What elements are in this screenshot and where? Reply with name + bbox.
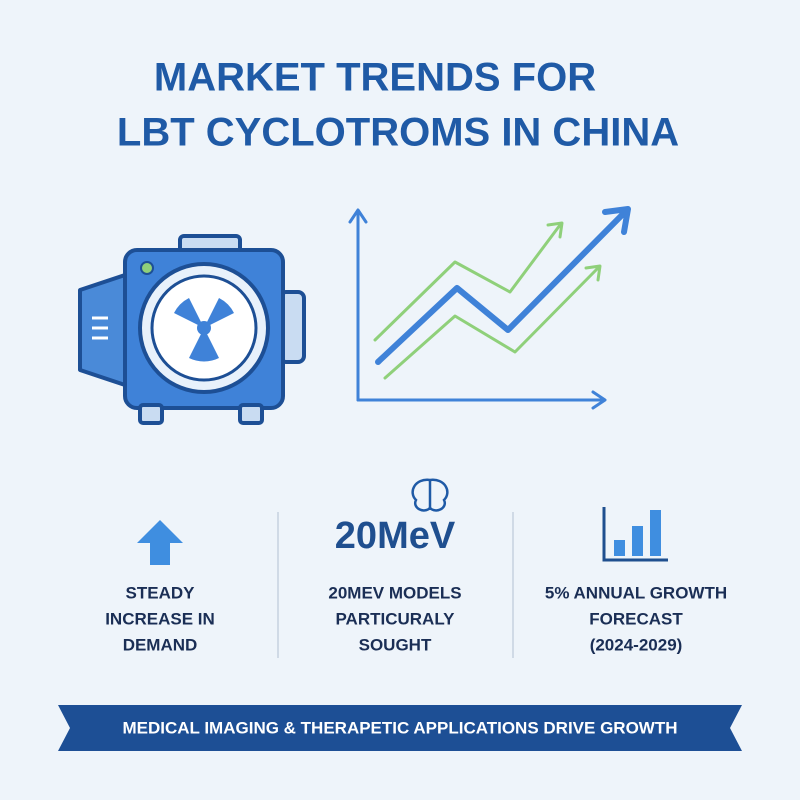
- cyclotron-icon: [78, 234, 306, 425]
- stat-text: (2024-2029): [590, 635, 683, 654]
- brain-icon: [411, 478, 449, 512]
- trend-icon: [348, 206, 631, 410]
- title-line: LBT CYCLOTROMS IN CHINA: [117, 111, 679, 155]
- stat-text: INCREASE IN: [105, 609, 215, 628]
- title-line: MARKET TRENDS FOR: [154, 56, 596, 100]
- stat-text: 5% ANNUAL GROWTH: [545, 583, 727, 602]
- banner-text: MEDICAL IMAGING & THERAPETIC APPLICATION…: [122, 718, 677, 737]
- stat-text: DEMAND: [123, 635, 198, 654]
- stat-text: PARTICURALY: [335, 609, 455, 628]
- up-arrow-icon: [137, 520, 183, 565]
- stat-text: FORECAST: [589, 609, 683, 628]
- stat-text: 20MEV MODELS: [328, 583, 461, 602]
- stat-highlight: 20MeV: [335, 515, 456, 557]
- banner: [58, 705, 742, 751]
- stat-text: SOUGHT: [359, 635, 432, 654]
- bar-icon: [602, 507, 668, 562]
- stat-text: STEADY: [126, 583, 196, 602]
